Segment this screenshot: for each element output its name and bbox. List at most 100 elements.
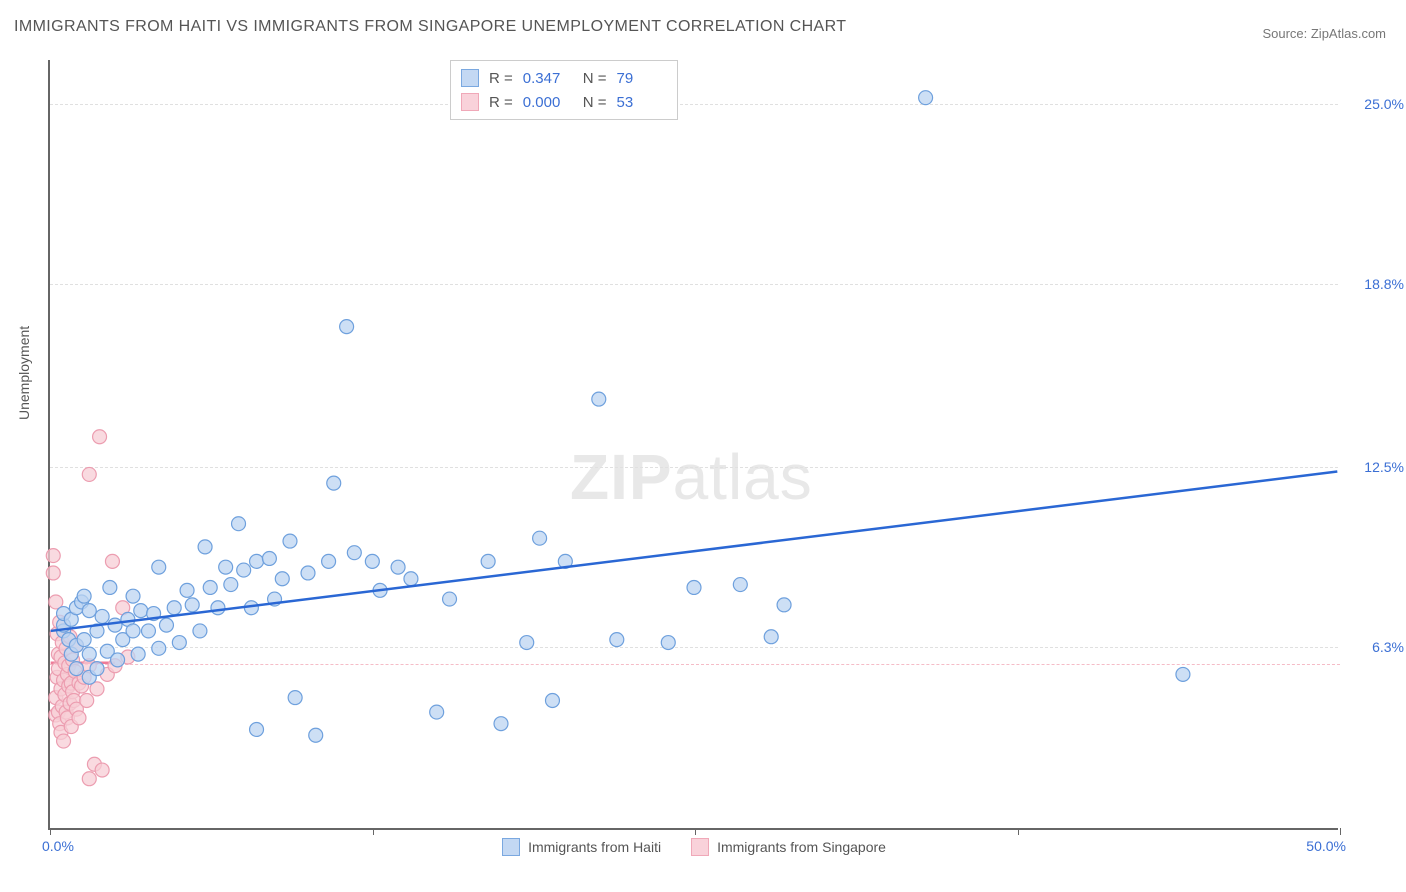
point-haiti — [211, 601, 225, 615]
point-haiti — [131, 647, 145, 661]
point-haiti — [687, 580, 701, 594]
legend-row-haiti: R = 0.347 N = 79 — [461, 66, 667, 90]
x-tick-mark — [1340, 828, 1341, 835]
point-haiti — [340, 320, 354, 334]
point-haiti — [172, 636, 186, 650]
point-haiti — [95, 609, 109, 623]
point-singapore — [82, 467, 96, 481]
point-haiti — [520, 636, 534, 650]
point-haiti — [224, 578, 238, 592]
point-haiti — [443, 592, 457, 606]
point-singapore — [105, 554, 119, 568]
point-haiti — [250, 722, 264, 736]
point-haiti — [77, 633, 91, 647]
swatch-singapore — [461, 93, 479, 111]
point-haiti — [481, 554, 495, 568]
legend-n-label: N = — [583, 70, 607, 87]
point-haiti — [111, 653, 125, 667]
point-haiti — [777, 598, 791, 612]
legend-item-singapore: Immigrants from Singapore — [691, 838, 886, 856]
trendline-haiti — [51, 472, 1338, 631]
point-haiti — [180, 583, 194, 597]
x-tick-mark — [50, 828, 51, 835]
point-haiti — [610, 633, 624, 647]
chart-title: IMMIGRANTS FROM HAITI VS IMMIGRANTS FROM… — [14, 18, 846, 36]
plot-area: ZIPatlas 6.3%12.5%18.8%25.0% 0.0% 50.0% … — [48, 60, 1338, 830]
legend-label-haiti: Immigrants from Haiti — [528, 839, 661, 855]
point-haiti — [430, 705, 444, 719]
y-tick-label: 6.3% — [1344, 639, 1404, 655]
legend-item-haiti: Immigrants from Haiti — [502, 838, 661, 856]
scatter-svg — [50, 60, 1338, 828]
point-haiti — [301, 566, 315, 580]
point-haiti — [69, 662, 83, 676]
y-axis-label: Unemployment — [16, 326, 32, 420]
point-haiti — [494, 717, 508, 731]
legend-correlation-box: R = 0.347 N = 79 R = 0.000 N = 53 — [450, 60, 678, 120]
point-singapore — [82, 772, 96, 786]
point-singapore — [72, 711, 86, 725]
y-tick-label: 25.0% — [1344, 96, 1404, 112]
legend-n-haiti: 79 — [617, 70, 667, 87]
point-haiti — [219, 560, 233, 574]
point-haiti — [391, 560, 405, 574]
point-haiti — [533, 531, 547, 545]
point-singapore — [93, 430, 107, 444]
point-haiti — [733, 578, 747, 592]
point-haiti — [82, 604, 96, 618]
point-haiti — [141, 624, 155, 638]
point-haiti — [545, 694, 559, 708]
legend-r-label: R = — [489, 94, 513, 111]
point-haiti — [232, 517, 246, 531]
point-singapore — [80, 694, 94, 708]
legend-r-singapore: 0.000 — [523, 94, 573, 111]
point-haiti — [152, 641, 166, 655]
point-haiti — [198, 540, 212, 554]
legend-r-haiti: 0.347 — [523, 70, 573, 87]
point-haiti — [365, 554, 379, 568]
point-haiti — [250, 554, 264, 568]
swatch-haiti — [461, 69, 479, 87]
legend-r-label: R = — [489, 70, 513, 87]
point-haiti — [347, 546, 361, 560]
point-haiti — [103, 580, 117, 594]
point-haiti — [237, 563, 251, 577]
legend-label-singapore: Immigrants from Singapore — [717, 839, 886, 855]
point-haiti — [90, 662, 104, 676]
point-haiti — [262, 551, 276, 565]
point-haiti — [134, 604, 148, 618]
point-haiti — [275, 572, 289, 586]
point-haiti — [203, 580, 217, 594]
point-singapore — [95, 763, 109, 777]
point-haiti — [1176, 667, 1190, 681]
swatch-singapore-icon — [691, 838, 709, 856]
legend-series-names: Immigrants from Haiti Immigrants from Si… — [50, 838, 1338, 856]
x-tick-mark — [695, 828, 696, 835]
point-haiti — [167, 601, 181, 615]
point-haiti — [152, 560, 166, 574]
point-haiti — [159, 618, 173, 632]
point-haiti — [283, 534, 297, 548]
point-haiti — [185, 598, 199, 612]
legend-n-label: N = — [583, 94, 607, 111]
legend-n-singapore: 53 — [617, 94, 667, 111]
point-haiti — [404, 572, 418, 586]
point-haiti — [108, 618, 122, 632]
swatch-haiti-icon — [502, 838, 520, 856]
point-haiti — [661, 636, 675, 650]
point-haiti — [919, 91, 933, 105]
point-singapore — [46, 549, 60, 563]
point-haiti — [322, 554, 336, 568]
point-singapore — [57, 734, 71, 748]
point-haiti — [126, 624, 140, 638]
point-haiti — [193, 624, 207, 638]
legend-row-singapore: R = 0.000 N = 53 — [461, 90, 667, 114]
y-tick-label: 18.8% — [1344, 276, 1404, 292]
point-haiti — [288, 691, 302, 705]
point-haiti — [82, 647, 96, 661]
point-haiti — [592, 392, 606, 406]
point-singapore — [46, 566, 60, 580]
point-haiti — [764, 630, 778, 644]
y-tick-label: 12.5% — [1344, 459, 1404, 475]
point-haiti — [309, 728, 323, 742]
